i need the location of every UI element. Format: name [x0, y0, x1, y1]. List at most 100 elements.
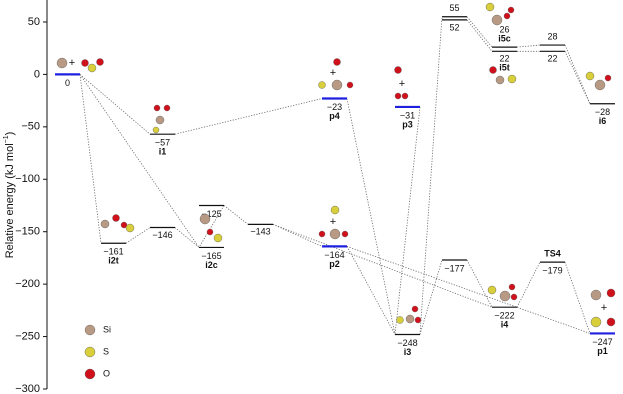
connector: [466, 16, 493, 48]
atom: [510, 293, 518, 301]
y-tick-label: −50: [21, 121, 40, 133]
atom: [318, 81, 326, 89]
level-name: i2c: [205, 260, 218, 270]
atom: [206, 228, 214, 236]
legend-swatch: [84, 368, 96, 380]
connector: [79, 74, 151, 135]
level-label: −248: [397, 338, 417, 348]
level-label: 22: [499, 54, 509, 64]
y-tick-label: −250: [15, 330, 40, 342]
atom: [606, 288, 616, 298]
connector: [419, 16, 443, 335]
atom: [213, 233, 223, 243]
level-label: −161: [103, 247, 123, 257]
y-axis-label-part: Relative energy (kJ mol: [4, 143, 16, 258]
connector: [346, 246, 591, 334]
level-label: 26: [499, 25, 509, 35]
connector: [79, 74, 102, 244]
y-axis-label: Relative energy (kJ mol−1): [3, 132, 16, 259]
atom: [414, 316, 422, 324]
connector: [272, 223, 323, 247]
level-label: −222: [494, 311, 514, 321]
level-label: 55: [449, 3, 459, 13]
level-name: i6: [599, 116, 607, 126]
atom: [485, 2, 495, 12]
y-axis-label-part: ): [4, 132, 16, 136]
atom: [585, 71, 595, 81]
level-name: p2: [329, 259, 340, 269]
atom: [508, 283, 516, 291]
level-label: −165: [201, 251, 221, 261]
y-tick-label: 50: [28, 16, 40, 28]
atom: [96, 58, 104, 66]
atom: [333, 58, 341, 66]
atom: [487, 285, 497, 295]
atom: [56, 57, 68, 69]
level-name: i3: [404, 347, 412, 357]
atom: [401, 92, 409, 100]
level-label: −177: [444, 263, 464, 273]
level-name: i2t: [108, 256, 119, 266]
connector: [174, 98, 323, 135]
level-name: p4: [329, 111, 340, 121]
atom: [112, 214, 120, 222]
atom: [152, 126, 160, 134]
level-label: 52: [449, 22, 459, 32]
legend-label: S: [103, 346, 109, 356]
atom: [87, 63, 97, 73]
level-name: p3: [402, 119, 413, 129]
atom: [163, 104, 171, 112]
atom: [405, 314, 415, 324]
level-label: −179: [542, 265, 562, 275]
level-name: i5c: [498, 34, 511, 44]
level-label: −146: [152, 230, 172, 240]
plus-sign: +: [330, 216, 336, 228]
atom: [100, 219, 110, 229]
atom: [604, 74, 612, 82]
level-label: −143: [250, 227, 270, 237]
atom: [489, 66, 497, 74]
legend-label: Si: [103, 324, 111, 334]
level-name: TS4: [544, 248, 561, 258]
y-axis-label-part: −1: [3, 135, 10, 143]
level-label: 22: [547, 54, 557, 64]
connector: [419, 259, 443, 335]
atom: [507, 6, 515, 14]
atom: [330, 205, 340, 215]
connector: [346, 246, 396, 335]
atom: [318, 230, 326, 238]
level-label: −31: [400, 110, 415, 120]
atom: [396, 316, 404, 324]
atom: [594, 79, 606, 91]
atom: [155, 115, 165, 125]
atom: [590, 289, 602, 301]
atom: [341, 230, 349, 238]
atom: [590, 316, 602, 328]
level-label: 0: [65, 78, 70, 88]
connector: [516, 44, 541, 48]
level-label: −164: [324, 250, 344, 260]
connector: [516, 261, 541, 308]
legend-swatch: [84, 324, 96, 336]
plus-sign: +: [399, 78, 405, 90]
atom: [411, 305, 419, 313]
level-label: −23: [327, 102, 342, 112]
level-label: −247: [592, 337, 612, 347]
connector: [198, 205, 225, 248]
atom: [153, 104, 161, 112]
level-name: p1: [597, 346, 608, 356]
plus-sign: +: [330, 67, 336, 79]
level-label: 28: [547, 31, 557, 41]
connector: [223, 205, 249, 225]
level-label: −57: [155, 138, 170, 148]
atom: [606, 317, 616, 327]
level-label: −125: [201, 209, 221, 219]
legend-swatch: [84, 346, 96, 358]
atom: [331, 79, 343, 91]
y-tick-label: −100: [15, 173, 40, 185]
atom: [346, 81, 354, 89]
atom: [125, 223, 135, 233]
atom: [199, 213, 211, 225]
y-tick-label: 0: [34, 68, 40, 80]
